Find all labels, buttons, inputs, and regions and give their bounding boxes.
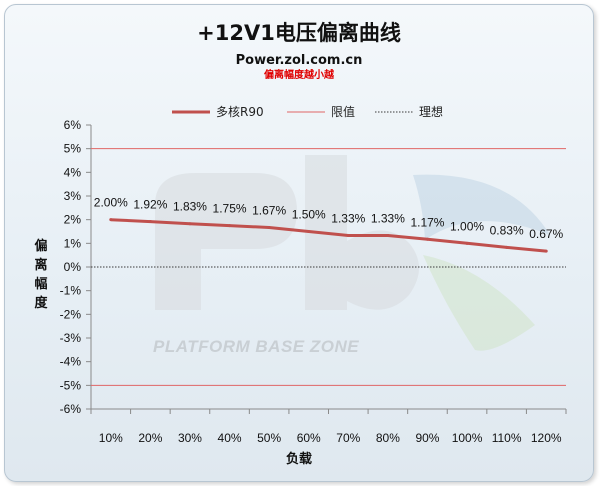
x-tick-label: 30%	[178, 431, 202, 445]
series-group	[109, 218, 548, 253]
watermark-text: PLATFORM BASE ZONE	[153, 337, 359, 356]
x-tick-label: 50%	[257, 431, 281, 445]
series-point	[465, 241, 469, 245]
y-tick-label: -2%	[60, 307, 82, 321]
x-tick-label: 70%	[336, 431, 360, 445]
y-tick-label: -5%	[60, 378, 82, 392]
series-point	[386, 234, 390, 238]
y-tick-label: -4%	[60, 355, 82, 369]
series-point	[425, 237, 429, 241]
y-tick-label: 5%	[64, 142, 82, 156]
x-tick-label: 90%	[415, 431, 439, 445]
series-point	[267, 225, 271, 229]
data-labels: 2.00% 1.92% 1.83% 1.75% 1.67% 1.50% 1.33% 1.33%…	[94, 196, 564, 241]
y-tick-label: 3%	[64, 189, 82, 203]
y-tick-label: 6%	[64, 118, 82, 132]
legend-ideal-label: 理想	[419, 104, 443, 119]
series-point	[544, 249, 548, 253]
series-point	[148, 220, 152, 224]
series-line	[110, 218, 547, 253]
data-label: 0.83%	[490, 223, 524, 237]
y-tick-label: 2%	[64, 213, 82, 227]
data-label: 1.67%	[252, 203, 286, 217]
x-tick-label: 120%	[531, 431, 562, 445]
x-tick-label: 20%	[138, 431, 162, 445]
chart-svg: PLATFORM BASE ZONE +12V1电压偏离曲线 Power.zol…	[34, 21, 567, 467]
series-point	[109, 218, 113, 222]
data-label: 1.50%	[292, 208, 326, 222]
series-point	[307, 230, 311, 233]
data-label: 1.92%	[133, 198, 167, 212]
x-tick-label: 40%	[218, 431, 242, 445]
data-label: 1.75%	[213, 202, 247, 216]
data-label: 1.33%	[371, 212, 405, 226]
data-label: 1.33%	[331, 212, 365, 226]
y-ticks: 6% 5% 4% 3% 2% 1% 0% -1% -2% -3% -4% -5% -6%	[60, 118, 91, 416]
series-point	[188, 222, 192, 226]
data-label: 1.00%	[450, 219, 484, 233]
x-ticks: 10% 20% 30% 40% 50% 60% 70% 80% 90% 100% 110% 120%	[90, 409, 567, 445]
series-point	[346, 234, 350, 238]
x-axis-title: 负载	[286, 451, 312, 467]
y-tick-label: 4%	[64, 165, 82, 179]
legend: 多核R90 限值 理想	[172, 104, 443, 119]
x-tick-label: 60%	[297, 431, 321, 445]
y-tick-label: 0%	[64, 260, 82, 274]
chart-frame: PLATFORM BASE ZONE +12V1电压偏离曲线 Power.zol…	[4, 4, 594, 482]
legend-series-label: 多核R90	[216, 105, 264, 119]
chart-title: +12V1电压偏离曲线	[197, 21, 401, 45]
y-axis-title: 偏离幅度	[34, 238, 48, 311]
data-label: 2.00%	[94, 196, 128, 210]
series-point	[228, 224, 232, 228]
data-label: 1.17%	[410, 215, 444, 229]
site-url: Power.zol.com.cn	[236, 53, 363, 68]
series-point	[505, 245, 509, 249]
x-tick-label: 80%	[376, 431, 400, 445]
legend-limit-label: 限值	[331, 104, 355, 119]
x-tick-label: 10%	[99, 431, 123, 445]
chart-note: 偏离幅度越小越	[264, 68, 335, 81]
data-label: 0.67%	[529, 227, 563, 241]
y-tick-label: -3%	[60, 331, 82, 345]
reference-lines	[91, 148, 566, 386]
data-label: 1.83%	[173, 200, 207, 214]
x-tick-label: 100%	[452, 431, 483, 445]
watermark: PLATFORM BASE ZONE	[153, 155, 550, 356]
y-tick-label: -1%	[60, 284, 82, 298]
x-tick-label: 110%	[492, 431, 522, 445]
y-tick-label: -6%	[60, 402, 82, 416]
y-tick-label: 1%	[64, 236, 82, 250]
